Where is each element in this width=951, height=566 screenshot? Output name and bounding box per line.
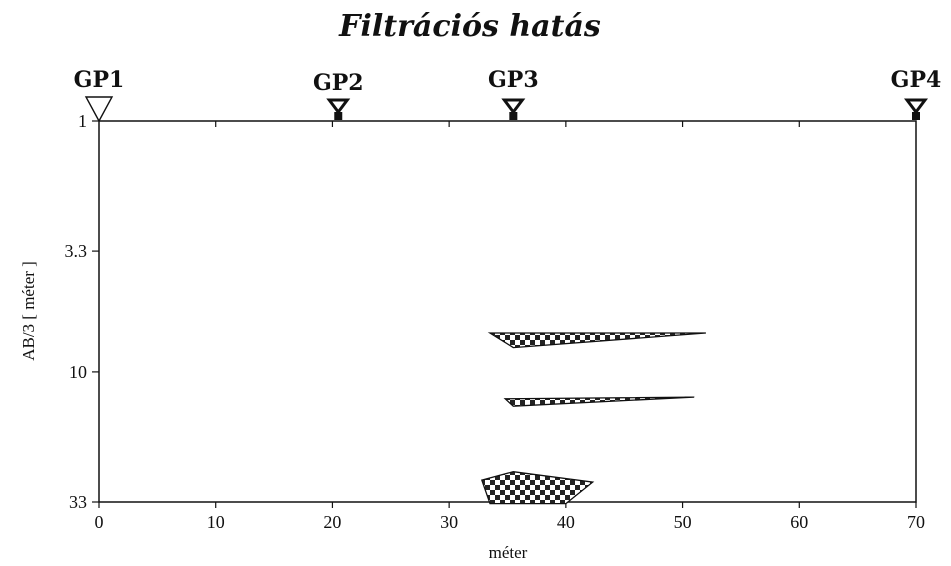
x-tick-label: 30 bbox=[440, 512, 458, 532]
probe-base-icon bbox=[334, 112, 343, 120]
station-gp2: GP2 bbox=[313, 70, 364, 120]
anomaly-middle-wedge bbox=[503, 396, 695, 407]
x-tick-label: 70 bbox=[907, 512, 925, 532]
station-gp1: GP1 bbox=[74, 67, 125, 123]
y-tick-label: 33 bbox=[69, 492, 87, 512]
station-gp3: GP3 bbox=[488, 67, 539, 120]
x-tick-label: 60 bbox=[790, 512, 808, 532]
y-tick-label: 1 bbox=[78, 111, 87, 131]
probe-base-icon bbox=[509, 112, 518, 120]
plot-frame bbox=[98, 120, 917, 503]
x-tick-label: 20 bbox=[323, 512, 341, 532]
x-tick-label: 50 bbox=[674, 512, 692, 532]
y-axis-ticks: 1 3.3 10 33 bbox=[65, 111, 99, 512]
anomaly-upper-wedge bbox=[487, 332, 706, 349]
station-label: GP2 bbox=[313, 70, 364, 96]
anomaly-shapes bbox=[480, 332, 706, 505]
probe-triangle-icon bbox=[501, 98, 526, 115]
diagram-title: Filtrációs hatás bbox=[338, 9, 601, 44]
station-gp4: GP4 bbox=[891, 67, 942, 120]
anomaly-lower-block bbox=[480, 471, 595, 505]
probe-triangle-icon bbox=[904, 98, 928, 115]
y-tick-label: 10 bbox=[69, 362, 87, 382]
station-markers: GP1 GP2 GP3 GP4 bbox=[74, 67, 942, 123]
x-tick-label: 10 bbox=[207, 512, 225, 532]
x-tick-label: 40 bbox=[557, 512, 575, 532]
probe-base-icon bbox=[912, 112, 920, 120]
x-axis-label: méter bbox=[489, 543, 528, 562]
x-tick-label: 0 bbox=[95, 512, 104, 532]
station-label: GP3 bbox=[488, 67, 539, 93]
x-axis-ticks: 0 10 20 30 40 50 60 70 bbox=[95, 121, 925, 532]
y-axis-label: AB/3 [ méter ] bbox=[19, 261, 38, 361]
station-label: GP1 bbox=[74, 67, 125, 93]
open-triangle-icon bbox=[84, 96, 114, 123]
probe-triangle-icon bbox=[326, 98, 351, 115]
y-tick-label: 3.3 bbox=[65, 241, 88, 261]
station-label: GP4 bbox=[891, 67, 942, 93]
